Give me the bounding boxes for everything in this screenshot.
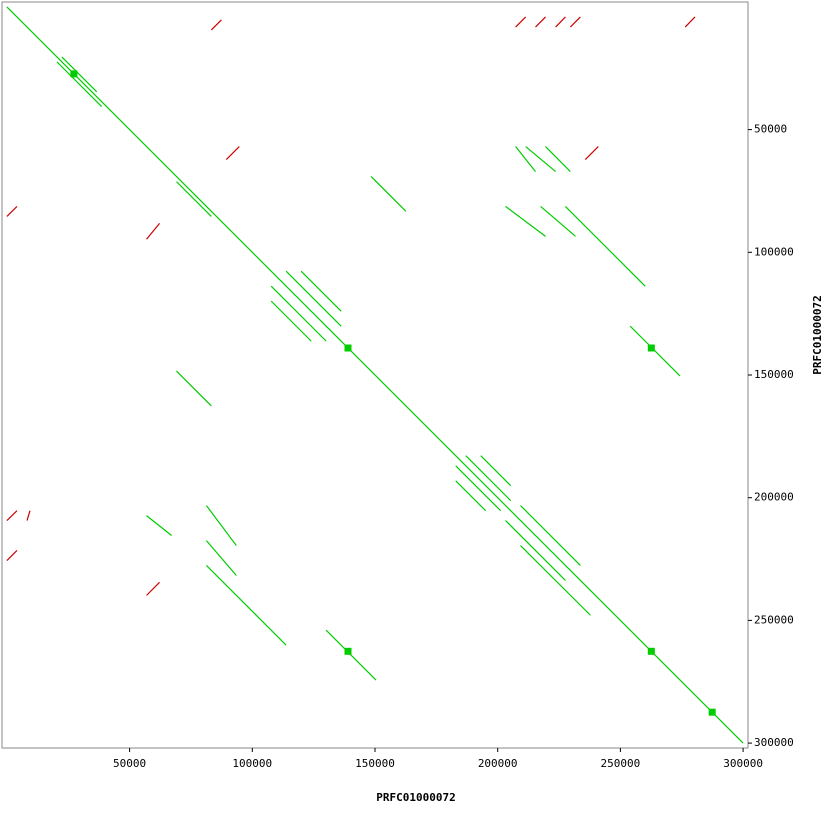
match-segment: [146, 222, 161, 240]
match-segment: [26, 510, 31, 521]
y-tick-label: 250000: [754, 613, 794, 626]
match-segment: [455, 465, 502, 512]
x-tick-label: 100000: [232, 757, 272, 770]
x-tick-label: 50000: [113, 757, 146, 770]
x-axis-label: PRFC01000072: [376, 791, 455, 804]
match-block: [70, 70, 78, 78]
match-segment: [505, 205, 546, 237]
match-block: [647, 344, 655, 352]
y-axis-label: PRFC01000072: [811, 295, 824, 374]
match-segment: [325, 629, 377, 681]
match-segment: [285, 270, 342, 327]
match-segment: [61, 56, 98, 93]
x-tick-label: 150000: [355, 757, 395, 770]
match-segment: [505, 520, 566, 581]
y-tick-label: 200000: [754, 491, 794, 504]
match-segment: [684, 16, 696, 28]
match-segment: [176, 181, 212, 217]
x-tick-label: 200000: [478, 757, 518, 770]
x-tick-label: 300000: [723, 757, 763, 770]
match-segment: [569, 16, 581, 28]
match-segment: [455, 480, 487, 512]
match-segment: [515, 16, 527, 28]
match-segment: [56, 61, 103, 107]
match-segment: [205, 540, 237, 576]
match-segment: [545, 146, 571, 172]
match-segment: [520, 505, 581, 566]
match-block: [647, 647, 655, 655]
match-segment: [270, 300, 312, 342]
match-segment: [370, 176, 407, 212]
match-segment: [565, 205, 646, 287]
y-tick-label: 100000: [754, 245, 794, 258]
match-segment: [465, 455, 512, 502]
match-block: [344, 647, 352, 655]
match-block: [344, 344, 352, 352]
x-tick-label: 250000: [601, 757, 641, 770]
match-segment: [146, 581, 160, 596]
match-segment: [6, 510, 18, 521]
match-segment: [525, 146, 556, 173]
match-segment: [6, 6, 744, 744]
y-tick-label: 150000: [754, 368, 794, 381]
match-segment: [300, 270, 342, 312]
match-block: [708, 708, 716, 716]
match-segment: [210, 19, 222, 31]
y-tick-label: 300000: [754, 736, 794, 749]
match-segment: [146, 515, 172, 536]
match-segment: [480, 455, 512, 487]
match-segment: [6, 205, 18, 217]
match-segment: [205, 565, 287, 646]
match-segment: [205, 505, 237, 546]
match-segment: [555, 16, 566, 28]
match-segment: [535, 16, 546, 28]
match-segment: [176, 370, 212, 407]
y-tick-label: 50000: [754, 123, 787, 136]
match-segment: [540, 205, 576, 237]
match-segment: [6, 550, 18, 561]
match-segment: [515, 146, 536, 172]
match-segment: [584, 146, 599, 160]
match-segment: [270, 285, 327, 342]
match-segment: [629, 325, 681, 377]
match-segment: [520, 545, 591, 616]
match-segment: [225, 146, 240, 160]
